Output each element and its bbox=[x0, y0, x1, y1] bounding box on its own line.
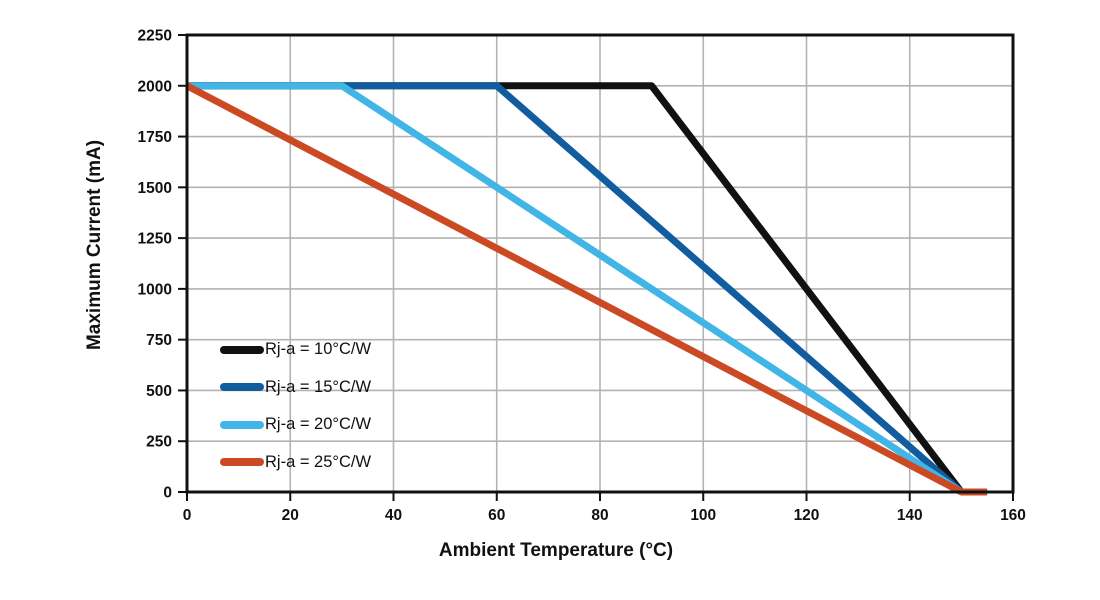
y-tick-label: 750 bbox=[146, 332, 172, 349]
x-tick-label: 60 bbox=[488, 507, 505, 524]
x-tick-label: 100 bbox=[690, 507, 716, 524]
y-tick-label: 2000 bbox=[138, 78, 172, 95]
y-tick-label: 0 bbox=[163, 485, 172, 502]
x-axis-title: Ambient Temperature (°C) bbox=[438, 540, 674, 561]
y-tick-label: 500 bbox=[146, 383, 172, 400]
legend-line-swatch-rja-10 bbox=[220, 345, 264, 354]
x-tick-label: 140 bbox=[897, 507, 923, 524]
legend-line-swatch-rja-15 bbox=[220, 383, 264, 392]
x-tick-label: 160 bbox=[1000, 507, 1026, 524]
x-tick-label: 40 bbox=[385, 507, 402, 524]
y-tick-label: 250 bbox=[146, 434, 172, 451]
plot-frame bbox=[185, 33, 1015, 494]
y-axis-title: Maximum Current (mA) bbox=[84, 139, 105, 351]
x-tick-label: 80 bbox=[591, 507, 608, 524]
legend-item: Rj-a = 15°C/W bbox=[220, 369, 371, 407]
legend-item: Rj-a = 25°C/W bbox=[220, 444, 371, 482]
y-tick-label: 1500 bbox=[138, 180, 172, 197]
x-tick-label: 20 bbox=[282, 507, 299, 524]
series-line-2 bbox=[187, 82, 964, 495]
legend-line-swatch-rja-25 bbox=[220, 458, 264, 467]
legend-label: Rj-a = 20°C/W bbox=[265, 415, 372, 434]
legend-item: Rj-a = 10°C/W bbox=[220, 331, 371, 369]
y-tick-label: 1750 bbox=[138, 129, 172, 146]
y-tick-label: 2250 bbox=[138, 28, 172, 45]
y-tick-label: 1250 bbox=[138, 231, 172, 248]
legend: Rj-a = 10°C/W Rj-a = 15°C/W Rj-a = 20°C/… bbox=[220, 331, 371, 481]
legend-label: Rj-a = 15°C/W bbox=[265, 377, 372, 396]
x-tick-label: 0 bbox=[183, 507, 192, 524]
y-tick-label: 1000 bbox=[138, 281, 172, 298]
x-tick-label: 120 bbox=[794, 507, 820, 524]
legend-label: Rj-a = 25°C/W bbox=[265, 452, 372, 471]
legend-item: Rj-a = 20°C/W bbox=[220, 406, 371, 444]
legend-line-swatch-rja-20 bbox=[220, 420, 264, 429]
legend-label: Rj-a = 10°C/W bbox=[265, 340, 372, 359]
